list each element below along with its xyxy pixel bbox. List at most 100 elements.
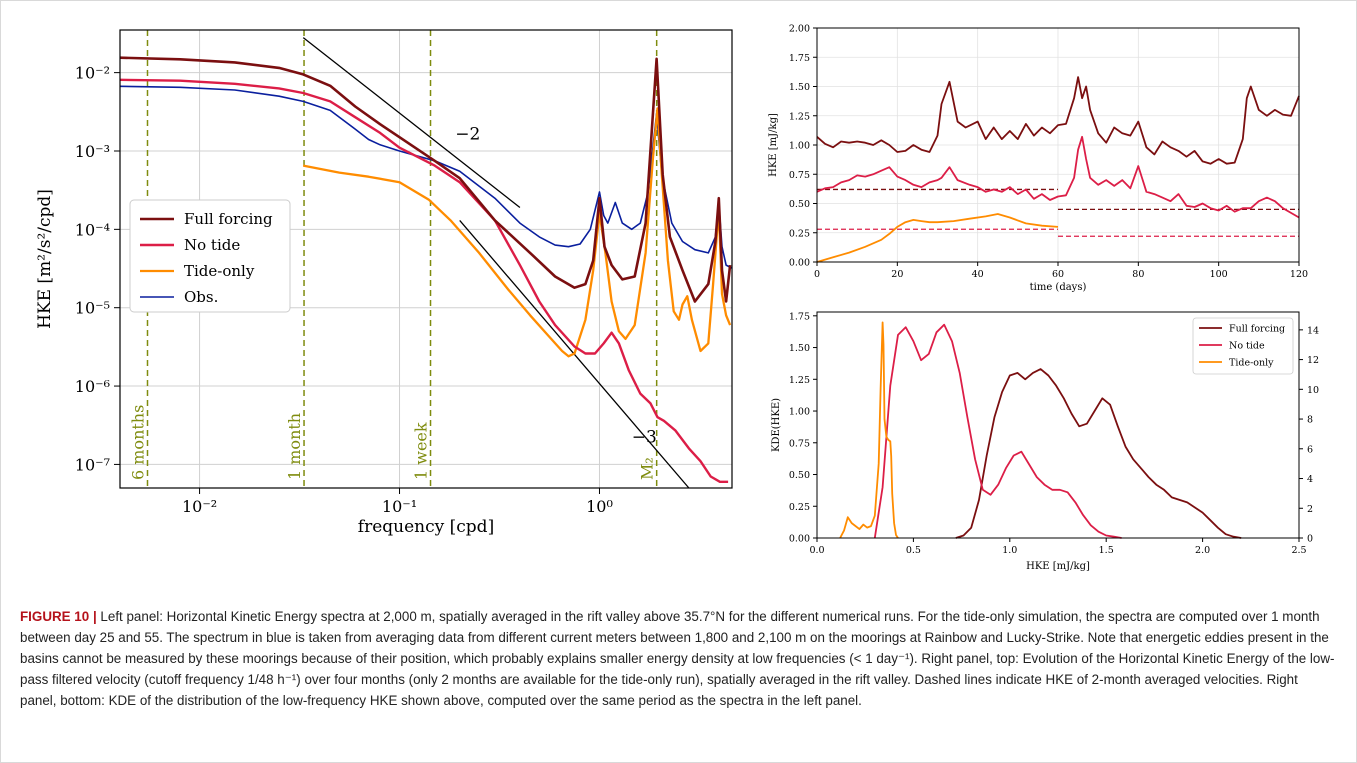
spectra-legend-label: Tide-only — [184, 262, 255, 280]
spectra-line-full-forcing — [119, 56, 732, 303]
kde-y2tick-label: 6 — [1307, 444, 1313, 455]
spectra-ytick-label: 10⁻⁵ — [75, 299, 110, 318]
kde-y2tick-label: 10 — [1307, 385, 1319, 396]
spectra-legend-label: Obs. — [184, 288, 218, 306]
time-series-ytick-label: 1.75 — [789, 53, 810, 64]
kde-xtick-label: 0.0 — [809, 545, 824, 556]
spectra-axis-ticks: 10⁻² 10⁻¹ 10⁰ 10⁻⁷ 10⁻⁶ 10⁻⁵ 10⁻⁴ 10⁻³ 10⁻² — [75, 64, 613, 516]
time-series-line-tide-only — [816, 213, 1059, 263]
kde-ylabel: KDE(HKE) — [771, 398, 782, 452]
kde-y2tick-label: 0 — [1307, 534, 1313, 545]
kde-plot-frame — [816, 311, 1300, 539]
time-series-ylabel: HKE [mJ/kg] — [768, 113, 779, 177]
time-series-xtick-label: 120 — [1290, 269, 1308, 280]
time-series-line-no-tide — [816, 135, 1300, 219]
kde-ytick-label: 0.25 — [789, 502, 810, 513]
time-series-dashed-means — [817, 188, 1299, 237]
time-series-ytick-label: 1.00 — [789, 141, 810, 152]
time-series-xtick-label: 40 — [972, 269, 984, 280]
time-series-ytick-label: 0.25 — [789, 228, 810, 239]
kde-y2tick-label: 14 — [1307, 325, 1319, 336]
time-series-ytick-label: 2.00 — [789, 24, 810, 35]
caption-separator: | — [92, 609, 97, 624]
spectra-marker-label: 1 month — [285, 413, 304, 480]
kde-xtick-label: 1.0 — [1002, 545, 1017, 556]
spectra-series — [119, 56, 733, 483]
kde-line-no-tide — [873, 323, 1122, 539]
time-series-xtick-label: 100 — [1210, 269, 1228, 280]
time-series-xtick-label: 0 — [814, 269, 820, 280]
figure-panels: 6 months 1 month 1 week M₂ −2 −3 10⁻² 10⁻¹ 10⁰… — [35, 24, 1319, 573]
kde-xtick-label: 2.0 — [1195, 545, 1210, 556]
spectra-ytick-label: 10⁻⁶ — [75, 377, 110, 396]
spectra-xtick-label: 10⁻² — [182, 497, 217, 516]
spectra-line-obs — [119, 85, 733, 269]
spectra-marker-label: 1 week — [412, 422, 431, 480]
spectra-slope-lines: −2 −3 — [302, 37, 690, 489]
kde-ytick-label: 1.50 — [789, 343, 810, 354]
spectra-ytick-label: 10⁻³ — [75, 142, 110, 161]
spectra-legend-box — [129, 199, 291, 313]
spectra-panel: 6 months 1 month 1 week M₂ −2 −3 10⁻² 10⁻¹ 10⁰… — [35, 29, 733, 537]
kde-ytick-label: 0.50 — [789, 470, 810, 481]
time-series-xlabel: time (days) — [1030, 282, 1087, 293]
spectra-legend-label: Full forcing — [184, 210, 273, 228]
spectra-slope-label: −2 — [455, 125, 480, 145]
kde-line-tide-only — [839, 321, 899, 539]
spectra-xtick-label: 10⁻¹ — [382, 497, 417, 516]
time-series-xtick-label: 20 — [891, 269, 903, 280]
time-series-ytick-label: 0.50 — [789, 199, 810, 210]
spectra-xlabel: frequency [cpd] — [358, 517, 494, 537]
kde-ytick-label: 0.75 — [789, 438, 810, 449]
kde-axis-ticks: 0.0 0.5 1.0 1.5 2.0 2.5 0.00 0.25 0.50 0.75 1.00 1.… — [789, 311, 1319, 556]
time-series-panel: 0 20 40 60 80 100 120 0.00 0.25 0.50 0.75 1.00 1.25 1… — [768, 24, 1308, 294]
time-series-axis-ticks: 0 20 40 60 80 100 120 0.00 0.25 0.50 0.75 1.00 1.25 1… — [789, 24, 1308, 281]
spectra-ylabel: HKE [m²/s²/cpd] — [35, 189, 55, 329]
time-series-line-full-forcing — [816, 76, 1300, 165]
kde-xtick-label: 1.5 — [1099, 545, 1114, 556]
kde-ytick-label: 0.00 — [789, 534, 810, 545]
spectra-period-markers: 6 months 1 month 1 week M₂ — [128, 30, 658, 488]
spectra-grid — [120, 30, 732, 488]
spectra-xtick-label: 10⁰ — [586, 497, 613, 516]
kde-xtick-label: 2.5 — [1291, 545, 1306, 556]
spectra-ytick-label: 10⁻⁴ — [75, 220, 110, 239]
time-series-ytick-label: 0.75 — [789, 170, 810, 181]
figure-caption: FIGURE 10 | Left panel: Horizontal Kinet… — [20, 606, 1338, 711]
kde-y2tick-label: 4 — [1307, 474, 1313, 485]
kde-panel: 0.0 0.5 1.0 1.5 2.0 2.5 0.00 0.25 0.50 0.75 1.00 1.… — [771, 311, 1319, 572]
time-series-series — [816, 76, 1300, 263]
kde-legend-label: Tide-only — [1229, 358, 1274, 369]
kde-ytick-label: 1.00 — [789, 407, 810, 418]
kde-y2tick-label: 8 — [1307, 415, 1313, 426]
spectra-line-no-tide — [119, 78, 729, 483]
kde-ytick-label: 1.25 — [789, 375, 810, 386]
kde-xtick-label: 0.5 — [906, 545, 921, 556]
time-series-xtick-label: 80 — [1132, 269, 1144, 280]
kde-line-full-forcing — [955, 368, 1242, 539]
spectra-line-tide-only — [302, 107, 732, 358]
spectra-slope-line — [302, 37, 521, 209]
spectra-marker-label: M₂ — [638, 457, 657, 480]
caption-figure-label: FIGURE 10 — [20, 609, 90, 624]
kde-series — [839, 321, 1242, 539]
spectra-legend: Full forcing No tide Tide-only Obs. — [129, 199, 291, 313]
time-series-xtick-label: 60 — [1052, 269, 1064, 280]
kde-legend-label: No tide — [1229, 341, 1265, 352]
kde-legend: Full forcing No tide Tide-only — [1192, 317, 1294, 375]
kde-y2tick-label: 12 — [1307, 355, 1319, 366]
spectra-slope-label: −3 — [632, 428, 657, 448]
spectra-ytick-label: 10⁻⁷ — [75, 455, 110, 474]
kde-legend-label: Full forcing — [1229, 324, 1285, 335]
kde-ytick-label: 1.75 — [789, 311, 810, 322]
time-series-ytick-label: 1.25 — [789, 111, 810, 122]
spectra-ytick-label: 10⁻² — [75, 64, 110, 83]
kde-y2tick-label: 2 — [1307, 504, 1313, 515]
spectra-plot-frame — [119, 29, 733, 489]
kde-legend-box — [1192, 317, 1294, 375]
kde-xlabel: HKE [mJ/kg] — [1026, 561, 1090, 572]
spectra-marker-label: 6 months — [128, 405, 147, 480]
time-series-ytick-label: 1.50 — [789, 82, 810, 93]
time-series-ytick-label: 0.00 — [789, 258, 810, 269]
